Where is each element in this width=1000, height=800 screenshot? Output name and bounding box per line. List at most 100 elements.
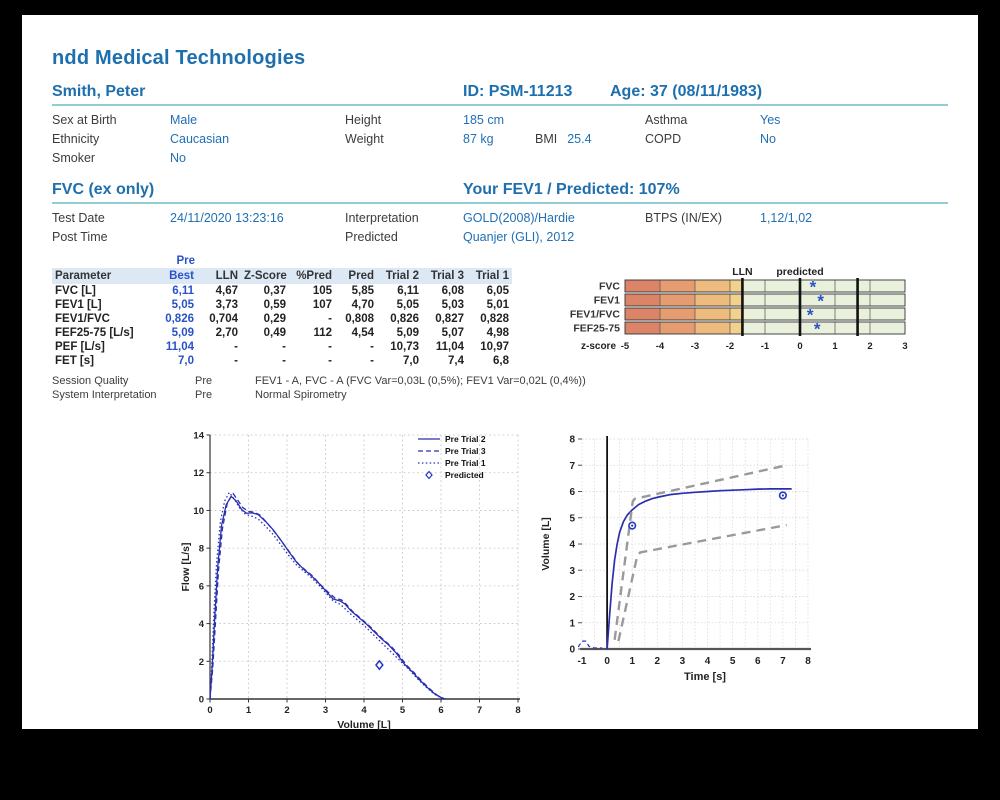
svg-text:predicted: predicted <box>776 266 823 278</box>
cell-best: 7,0 <box>178 355 194 367</box>
cell-trial2: 5,05 <box>396 299 419 311</box>
patient-name: Smith, Peter <box>52 83 146 100</box>
cell-trial1: 6,05 <box>486 285 509 297</box>
svg-text:FEV1: FEV1 <box>594 295 620 307</box>
svg-text:7: 7 <box>569 461 575 472</box>
cell-trial2: 7,0 <box>403 355 419 367</box>
parameter-name: PEF [L/s] <box>55 341 105 353</box>
cell-pred: 0,808 <box>345 313 374 325</box>
bmi-cell: BMI 25.4 <box>535 130 645 149</box>
column-header: Best <box>147 268 197 284</box>
cell-pct_pred: - <box>328 355 332 367</box>
cell-pred: 4,54 <box>351 327 374 339</box>
test-date-label: Test Date <box>52 211 105 225</box>
cell-pct_pred: 105 <box>312 285 332 297</box>
svg-text:z-score: z-score <box>581 341 616 352</box>
svg-text:2: 2 <box>655 656 661 667</box>
svg-text:5: 5 <box>730 656 736 667</box>
cell-best: 5,05 <box>171 299 194 311</box>
svg-text:3: 3 <box>569 566 575 577</box>
report-page: ndd Medical Technologies Smith, Peter ID… <box>22 15 978 731</box>
predicted-label: Predicted <box>345 230 398 244</box>
parameter-name: FEV1/FVC <box>55 313 110 325</box>
cell-zscore: 0,49 <box>263 327 286 339</box>
session-quality-label: Session Quality <box>52 375 129 387</box>
svg-text:Pre Trial 2: Pre Trial 2 <box>445 434 486 444</box>
cell-pred: 5,85 <box>351 285 374 297</box>
svg-text:0: 0 <box>797 341 802 352</box>
cell-lln: 3,73 <box>215 299 238 311</box>
svg-text:1: 1 <box>629 656 635 667</box>
patient-id: ID: PSM-11213 <box>463 83 573 100</box>
cell-zscore: - <box>282 355 286 367</box>
svg-text:Pre Trial 1: Pre Trial 1 <box>445 458 486 468</box>
test-date-value: 24/11/2020 13:23:16 <box>170 211 284 225</box>
sex-value: Male <box>170 113 198 127</box>
svg-text:3: 3 <box>902 341 907 352</box>
cell-trial1: 6,8 <box>493 355 509 367</box>
system-interpretation-value: Normal Spirometry <box>255 389 347 401</box>
svg-text:5: 5 <box>569 513 575 524</box>
ethnicity-value: Caucasian <box>170 132 230 146</box>
svg-text:8: 8 <box>199 544 204 555</box>
weight-label: Weight <box>345 132 384 146</box>
column-header: Pred <box>335 268 377 284</box>
cell-pred: 4,70 <box>351 299 374 311</box>
patient-header: Smith, Peter ID: PSM-11213 Age: 37 (08/1… <box>52 83 948 106</box>
cell-zscore: 0,59 <box>263 299 286 311</box>
test-section-header: FVC (ex only) Your FEV1 / Predicted: 107… <box>52 181 948 204</box>
table-row: FEV1/FVC 0,826 0,704 0,29 - 0,808 0,826 0,827 0,… <box>52 312 512 326</box>
svg-text:*: * <box>810 278 817 297</box>
column-header: LLN <box>197 268 241 284</box>
svg-text:6: 6 <box>438 705 443 716</box>
cell-best: 5,09 <box>171 327 194 339</box>
cell-best: 0,826 <box>165 313 194 325</box>
post-time-label: Post Time <box>52 230 108 244</box>
svg-text:0: 0 <box>604 656 610 667</box>
svg-text:-2: -2 <box>726 341 734 352</box>
svg-text:1: 1 <box>246 705 252 716</box>
cell-trial3: 7,4 <box>448 355 464 367</box>
table-row: FEF25-75 [L/s] 5,09 2,70 0,49 112 4,54 5,09 5,0… <box>52 326 512 340</box>
svg-text:4: 4 <box>361 705 367 716</box>
svg-text:0: 0 <box>199 695 204 706</box>
test-info-grid: Test Date 24/11/2020 13:23:16 Interpreta… <box>52 209 948 247</box>
cell-pct_pred: - <box>328 313 332 325</box>
svg-text:0: 0 <box>569 645 575 656</box>
column-header: Z-Score <box>241 268 289 284</box>
svg-text:-3: -3 <box>691 341 699 352</box>
svg-text:-1: -1 <box>761 341 770 352</box>
cell-trial3: 0,827 <box>435 313 464 325</box>
patient-age: Age: 37 (08/11/1983) <box>610 83 763 100</box>
svg-text:6: 6 <box>569 487 575 498</box>
result-title: Your FEV1 / Predicted: 107% <box>463 181 680 198</box>
zscore-chart: FVC * FEV1 * FEV1/FVC * FEF25-75 * LLN predicted -… <box>570 266 908 352</box>
cell-pred: - <box>370 355 374 367</box>
column-header: Trial 1 <box>467 268 512 284</box>
smoker-value: No <box>170 151 186 165</box>
cell-trial3: 11,04 <box>435 341 464 353</box>
svg-text:4: 4 <box>199 619 205 630</box>
interpretation-label: Interpretation <box>345 211 419 225</box>
data-area: Pre Parameter Best LLN Z-Score %Pred Pred Tria… <box>52 253 948 731</box>
asthma-label: Asthma <box>645 113 688 127</box>
svg-text:Volume [L]: Volume [L] <box>337 719 390 731</box>
svg-text:5: 5 <box>400 705 406 716</box>
session-quality-phase: Pre <box>195 375 213 387</box>
smoker-label: Smoker <box>52 151 96 165</box>
svg-text:10: 10 <box>193 506 204 517</box>
bmi-label: BMI <box>535 132 558 146</box>
svg-text:2: 2 <box>867 341 872 352</box>
height-label: Height <box>345 113 382 127</box>
svg-text:Volume [L]: Volume [L] <box>540 517 552 570</box>
system-interpretation-phase: Pre <box>195 389 213 401</box>
weight-value: 87 kg <box>463 132 494 146</box>
btps-value: 1,12/1,02 <box>760 211 813 225</box>
column-header: Parameter <box>52 268 147 284</box>
svg-text:Predicted: Predicted <box>445 470 484 480</box>
svg-text:Time [s]: Time [s] <box>684 671 726 683</box>
